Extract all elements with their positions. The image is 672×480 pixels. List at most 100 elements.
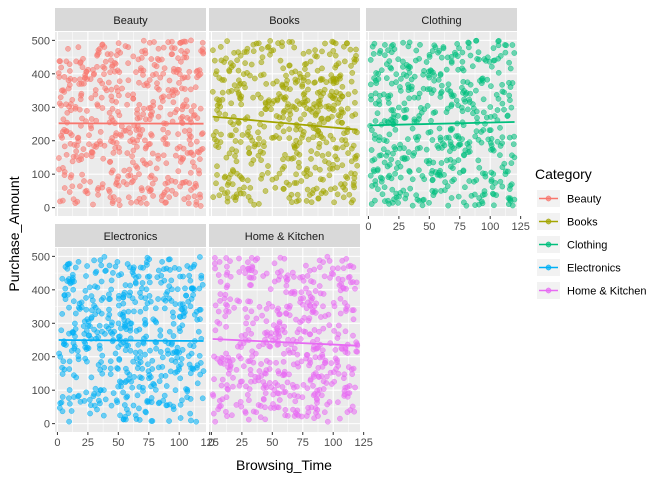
- data-point: [224, 195, 231, 201]
- data-point: [83, 346, 90, 353]
- data-point: [136, 79, 142, 86]
- legend-point: [545, 264, 552, 271]
- data-point: [344, 105, 351, 112]
- data-point: [199, 39, 206, 46]
- data-point: [411, 94, 418, 101]
- data-point: [165, 39, 172, 45]
- data-point: [130, 53, 137, 60]
- data-point: [511, 50, 518, 56]
- data-point: [443, 135, 450, 141]
- data-point: [219, 96, 226, 103]
- data-point: [197, 156, 203, 162]
- data-point: [141, 82, 148, 88]
- data-point: [107, 329, 114, 335]
- data-point: [225, 370, 232, 377]
- data-point: [223, 55, 229, 62]
- data-point: [287, 111, 294, 118]
- data-point: [260, 150, 266, 156]
- data-point: [156, 378, 163, 385]
- data-point: [315, 195, 322, 202]
- data-point: [295, 159, 302, 166]
- data-point: [503, 42, 509, 49]
- data-point: [235, 120, 242, 126]
- data-point: [210, 393, 217, 399]
- data-point: [300, 50, 307, 57]
- x-tick-label: 100: [481, 221, 499, 233]
- data-point: [63, 151, 70, 158]
- data-point: [424, 102, 431, 109]
- data-point: [397, 141, 403, 148]
- data-point: [455, 102, 461, 109]
- data-point: [233, 402, 240, 408]
- data-point: [184, 74, 191, 81]
- data-point: [133, 355, 140, 361]
- data-point: [58, 327, 65, 334]
- data-point: [255, 129, 261, 136]
- legend-label: Beauty: [567, 194, 602, 206]
- data-point: [233, 158, 240, 165]
- data-point: [495, 69, 502, 76]
- data-point: [501, 106, 507, 113]
- data-point: [346, 191, 353, 198]
- data-point: [106, 188, 113, 195]
- data-point: [280, 186, 287, 192]
- data-point: [245, 259, 251, 266]
- data-point: [469, 63, 476, 70]
- data-point: [185, 200, 192, 207]
- data-point: [141, 105, 147, 112]
- data-point: [300, 277, 307, 284]
- data-point: [292, 76, 299, 83]
- data-point: [294, 150, 300, 156]
- data-point: [420, 85, 427, 92]
- data-point: [491, 113, 498, 119]
- data-point: [107, 194, 114, 201]
- data-point: [263, 318, 270, 325]
- data-point: [108, 286, 115, 293]
- data-point: [124, 393, 131, 400]
- data-point: [267, 343, 274, 350]
- data-point: [61, 168, 68, 175]
- data-point: [216, 320, 223, 327]
- data-point: [126, 125, 132, 132]
- data-point: [267, 286, 274, 292]
- data-point: [70, 298, 77, 305]
- data-point: [137, 374, 143, 381]
- data-point: [342, 328, 349, 335]
- data-point: [106, 311, 113, 318]
- data-point: [354, 348, 360, 355]
- data-point: [95, 362, 102, 368]
- data-point: [66, 366, 73, 372]
- data-point: [159, 258, 165, 265]
- data-point: [59, 275, 66, 282]
- data-point: [125, 77, 132, 84]
- data-point: [153, 345, 159, 352]
- data-point: [421, 106, 428, 113]
- data-point: [312, 112, 319, 119]
- data-point: [276, 311, 282, 318]
- data-point: [397, 84, 403, 90]
- data-point: [224, 282, 231, 289]
- y-tick-label: 300: [32, 318, 50, 330]
- data-point: [248, 378, 254, 385]
- data-point: [348, 63, 354, 69]
- data-point: [115, 295, 122, 302]
- data-point: [100, 412, 107, 419]
- data-point: [230, 374, 236, 381]
- data-point: [378, 152, 384, 159]
- data-point: [294, 411, 300, 418]
- data-point: [350, 332, 356, 339]
- data-point: [255, 91, 261, 98]
- data-point: [448, 195, 455, 201]
- data-point: [461, 151, 467, 158]
- data-point: [177, 375, 184, 382]
- data-point: [291, 274, 297, 280]
- strip-label: Books: [269, 15, 300, 27]
- data-point: [280, 128, 287, 135]
- data-point: [229, 132, 235, 139]
- data-point: [235, 49, 242, 56]
- data-point: [311, 327, 318, 333]
- data-point: [214, 163, 220, 170]
- data-point: [223, 323, 229, 330]
- data-point: [409, 125, 416, 132]
- data-point: [187, 396, 194, 402]
